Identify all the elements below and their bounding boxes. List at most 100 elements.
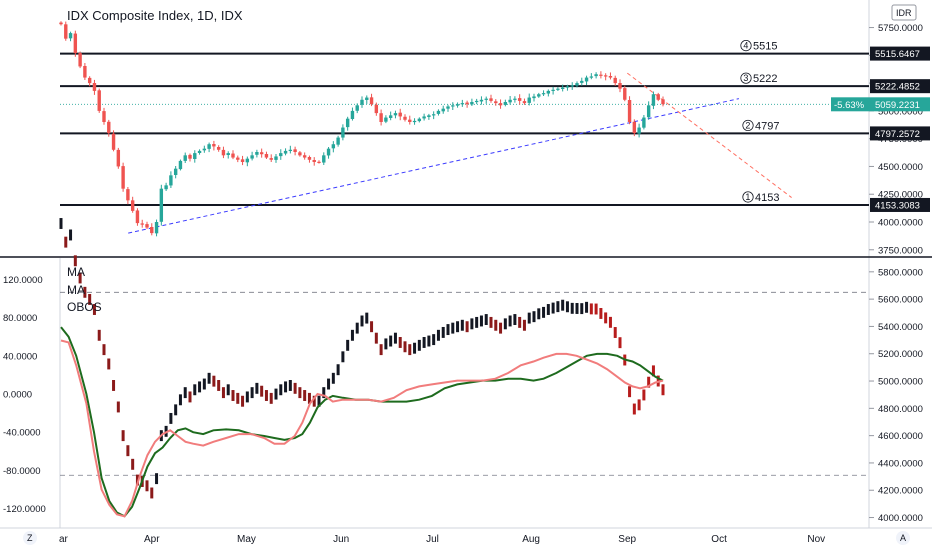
candle-body [474, 100, 479, 103]
candle-body [603, 75, 608, 77]
candle-body [140, 223, 144, 225]
obos-bar [585, 301, 589, 313]
chart-title: IDX Composite Index, 1D, IDX [67, 8, 243, 23]
candle-body [221, 149, 226, 156]
obos-bar [83, 286, 87, 298]
obos-bar [527, 312, 531, 324]
change-percent-label: -5.63% [834, 100, 865, 111]
obos-bar [556, 301, 560, 313]
osc-left-tick-label: -40.0000 [3, 428, 41, 439]
candle-body [388, 115, 393, 118]
candle-body [197, 150, 202, 153]
currency-label: IDR [896, 8, 912, 18]
obos-bar [112, 380, 116, 391]
obos-bar [322, 387, 326, 399]
candle-body [73, 33, 78, 54]
obos-bar [374, 332, 378, 344]
obos-bar [126, 445, 130, 457]
zoom-button[interactable] [23, 531, 37, 545]
candle-body [541, 93, 546, 95]
obos-bar [245, 391, 249, 403]
trendline [128, 98, 740, 234]
obos-bar [69, 229, 73, 241]
obos-bar [121, 430, 125, 442]
obos-bar [155, 473, 159, 485]
price-tick-label: 5750.0000 [878, 23, 923, 34]
obos-bar [632, 403, 636, 415]
time-axis-label: Jul [426, 534, 439, 545]
obos-bar [346, 339, 350, 351]
obos-bar [64, 236, 68, 248]
obos-bar [298, 387, 302, 399]
auto-scale-button[interactable] [896, 531, 910, 545]
obos-bar [384, 338, 388, 350]
candle-body [417, 118, 422, 122]
obos-bar [604, 312, 608, 324]
candle-body [135, 210, 140, 224]
obos-bar [116, 401, 120, 413]
candle-body [341, 127, 345, 138]
obos-bar [475, 316, 479, 328]
candle-body [422, 116, 426, 119]
candle-body [240, 159, 245, 162]
candle-body [231, 153, 235, 158]
candle-body [441, 108, 445, 112]
candle-body [584, 77, 589, 82]
obos-bar [508, 315, 512, 327]
candle-body [365, 97, 369, 100]
level-label: 4797 [755, 120, 779, 132]
currency-badge[interactable] [891, 4, 917, 21]
time-axis-label: ar [59, 534, 69, 545]
obos-bar [589, 303, 593, 315]
osc-left-tick-label: -120.0000 [3, 504, 46, 515]
candle-body [465, 102, 469, 105]
candle-body [173, 168, 178, 175]
candle-body [489, 98, 493, 101]
level-price-badge [870, 126, 930, 141]
obos-bar [150, 487, 154, 499]
obos-bar [580, 303, 584, 315]
obos-bar [88, 294, 92, 305]
obos-bar [174, 404, 178, 416]
obos-bar [226, 384, 230, 396]
obos-bar [427, 335, 431, 347]
candle-body [599, 74, 603, 76]
obos-bar [350, 329, 354, 341]
price-tick-label: 4250.0000 [878, 190, 923, 201]
level-label: 4153 [755, 192, 779, 204]
candle-body [336, 137, 340, 145]
obos-bar [102, 344, 106, 356]
candle-body [236, 157, 240, 160]
osc-right-tick-label: 4200.0000 [878, 486, 923, 497]
osc-right-tick-label: 4000.0000 [878, 513, 923, 524]
obos-bar [135, 474, 139, 486]
obos-bar [327, 378, 331, 390]
candle-body [522, 101, 527, 104]
time-axis-label: Aug [522, 534, 540, 545]
obos-bar [269, 392, 273, 404]
obos-bar [183, 387, 187, 399]
candle-body [642, 117, 646, 128]
candle-body [102, 111, 106, 122]
obos-bar [336, 364, 340, 376]
candle-body [64, 24, 68, 39]
obos-bar [307, 392, 311, 404]
obos-bar [255, 382, 259, 394]
candle-body [202, 148, 207, 151]
candle-body [393, 113, 398, 116]
obos-bar [551, 302, 555, 314]
level-number-circle [740, 72, 752, 84]
time-axis-label: Oct [711, 534, 727, 545]
obos-bar [575, 303, 579, 314]
candle-body [613, 77, 617, 84]
obos-bar [178, 394, 182, 406]
candle-body [565, 86, 570, 88]
candle-body [608, 76, 613, 78]
obos-bar [513, 314, 517, 325]
candle-body [575, 83, 579, 86]
legend-ma-2: MA [67, 283, 85, 297]
level-number: 1 [745, 192, 750, 202]
obos-bar [274, 388, 278, 400]
candle-body [460, 103, 465, 105]
